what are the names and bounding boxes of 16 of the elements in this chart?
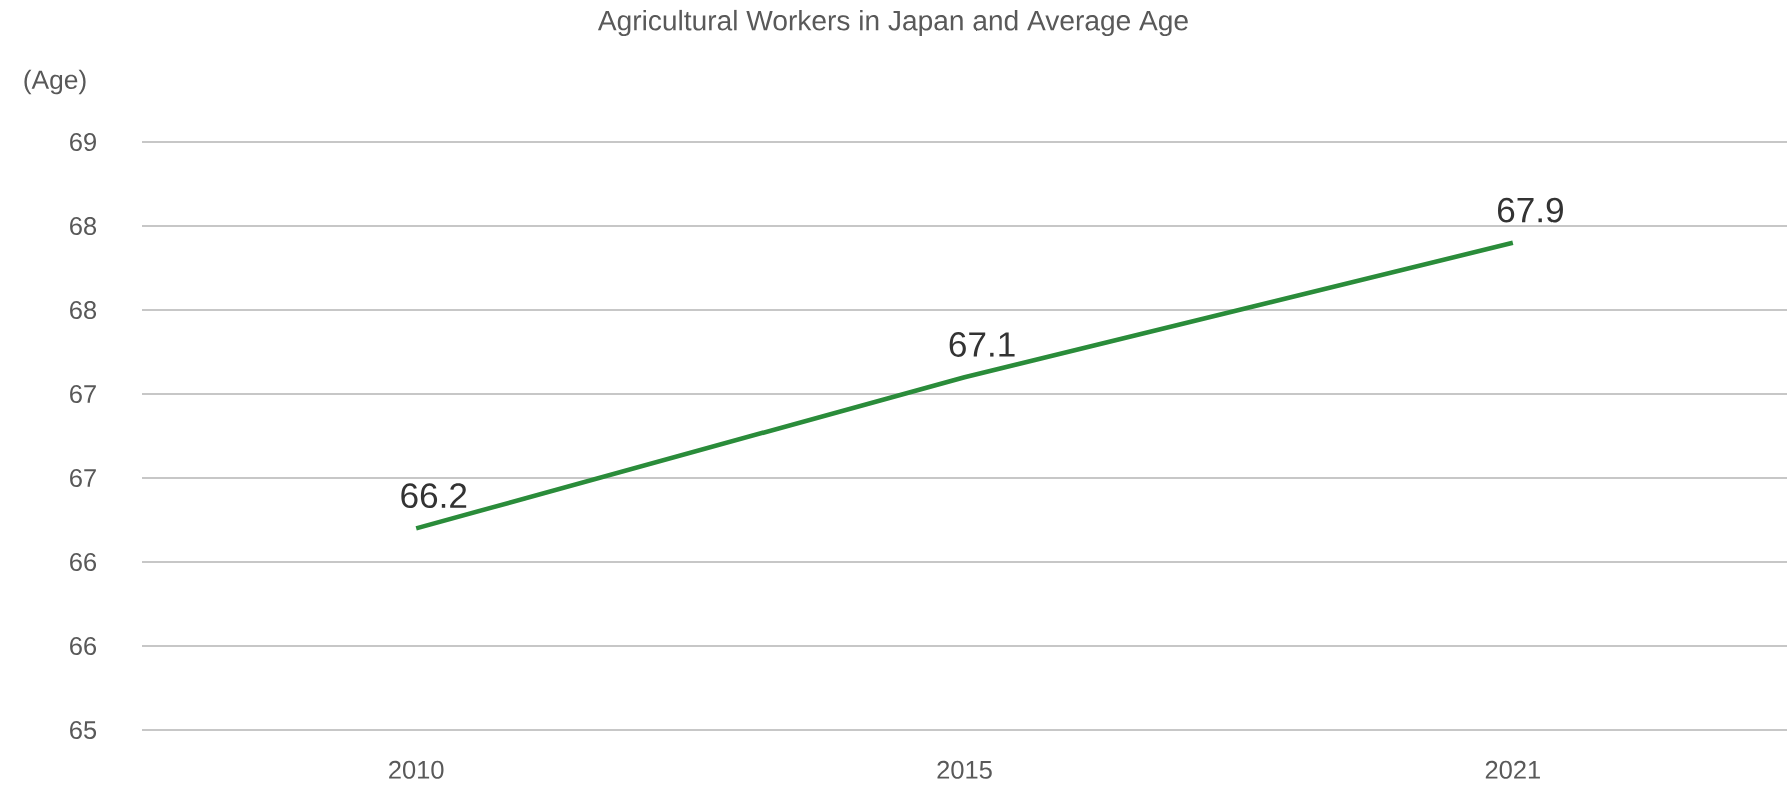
data-label: 67.1 <box>949 332 1015 357</box>
x-tick-label: 2021 <box>1485 760 1540 779</box>
y-tick-label: 66 <box>70 552 97 571</box>
y-tick-label: 67 <box>70 468 96 487</box>
y-tick-label: 68 <box>70 216 97 236</box>
y-axis-title: (Age) <box>24 69 86 95</box>
chart-title: Agricultural Workers in Japan and Average Age <box>597 9 1188 37</box>
data-label: 67.9 <box>1498 197 1563 223</box>
y-tick-label: 69 <box>70 132 96 152</box>
y-tick-label: 68 <box>70 300 97 320</box>
x-tick-label: 2010 <box>389 760 444 779</box>
x-tick-label: 2015 <box>937 760 992 779</box>
y-tick-label: 67 <box>70 384 96 403</box>
y-tick-label: 65 <box>70 720 97 739</box>
data-label: 66.2 <box>401 483 467 509</box>
y-tick-label: 66 <box>70 636 97 655</box>
